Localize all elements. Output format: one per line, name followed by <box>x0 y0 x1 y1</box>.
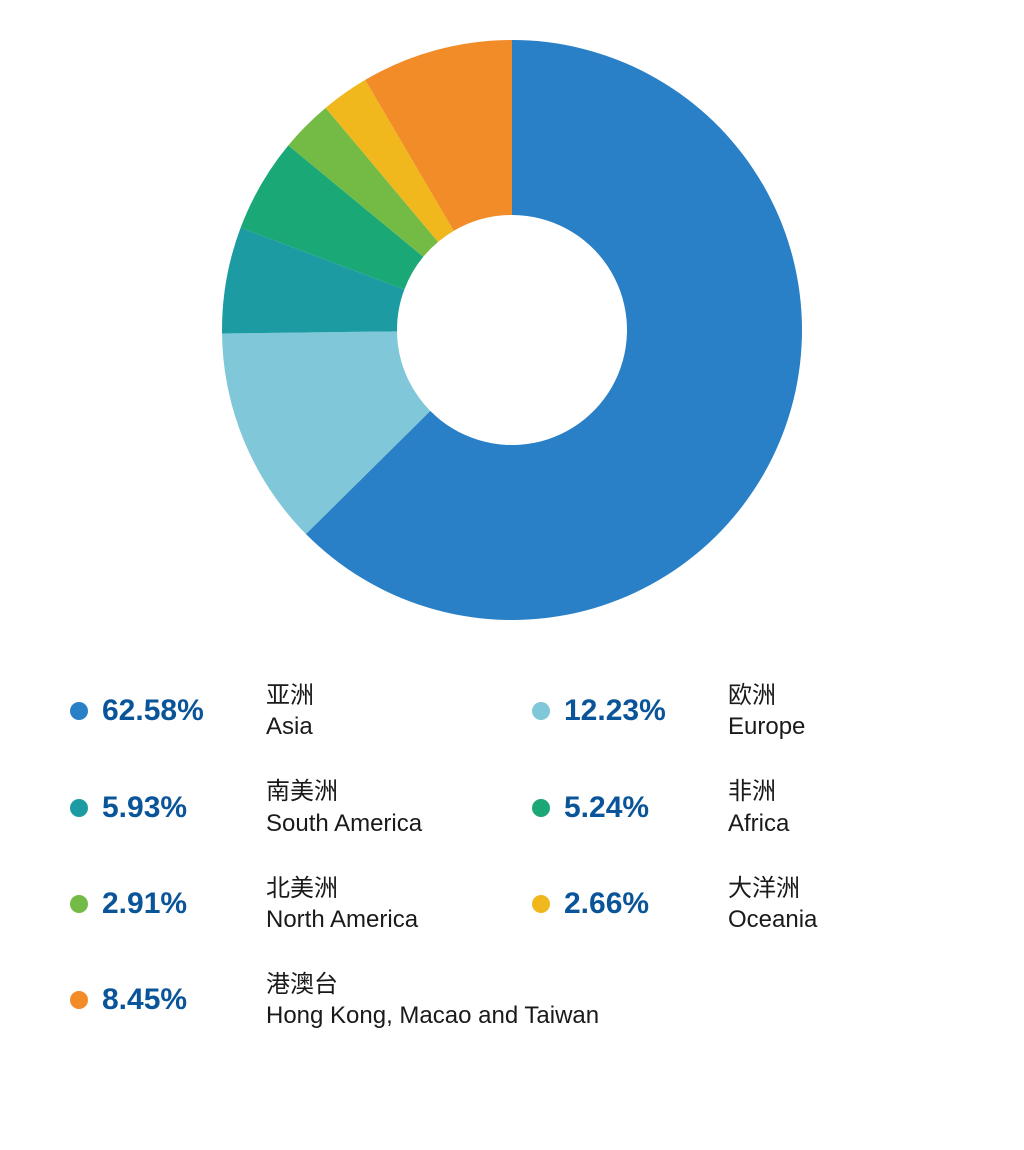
legend-label-cn: 欧洲 <box>728 680 805 711</box>
legend-label-cn: 大洋洲 <box>728 873 817 904</box>
legend-label-en: Africa <box>728 808 789 839</box>
bullet-icon <box>70 895 88 913</box>
legend-label-en: Oceania <box>728 904 817 935</box>
legend-percentage: 62.58% <box>102 694 252 728</box>
legend-percentage: 2.66% <box>564 887 714 921</box>
legend-label-en: South America <box>266 808 422 839</box>
bullet-icon <box>70 799 88 817</box>
legend-label-cn: 南美洲 <box>266 776 422 807</box>
legend-item-europe: 12.23% 欧洲 Europe <box>532 680 954 742</box>
legend-label-en: Asia <box>266 711 314 742</box>
legend-label-en: Europe <box>728 711 805 742</box>
chart-legend: 62.58% 亚洲 Asia 12.23% 欧洲 Europe 5.93% 南美… <box>40 680 984 1032</box>
legend-item-south-america: 5.93% 南美洲 South America <box>70 776 492 838</box>
legend-label-en: North America <box>266 904 418 935</box>
legend-label-en: Hong Kong, Macao and Taiwan <box>266 1000 599 1031</box>
legend-percentage: 2.91% <box>102 887 252 921</box>
legend-item-asia: 62.58% 亚洲 Asia <box>70 680 492 742</box>
legend-label-cn: 亚洲 <box>266 680 314 711</box>
donut-chart-container <box>40 30 984 630</box>
legend-percentage: 8.45% <box>102 983 252 1017</box>
legend-item-hk-macao-taiwan: 8.45% 港澳台 Hong Kong, Macao and Taiwan <box>70 969 954 1031</box>
legend-label-cn: 港澳台 <box>266 969 599 1000</box>
legend-label-cn: 非洲 <box>728 776 789 807</box>
legend-item-africa: 5.24% 非洲 Africa <box>532 776 954 838</box>
legend-percentage: 5.93% <box>102 791 252 825</box>
bullet-icon <box>532 702 550 720</box>
legend-percentage: 5.24% <box>564 791 714 825</box>
legend-percentage: 12.23% <box>564 694 714 728</box>
donut-chart <box>212 30 812 630</box>
legend-item-oceania: 2.66% 大洋洲 Oceania <box>532 873 954 935</box>
bullet-icon <box>532 799 550 817</box>
bullet-icon <box>532 895 550 913</box>
legend-label-cn: 北美洲 <box>266 873 418 904</box>
bullet-icon <box>70 702 88 720</box>
legend-item-north-america: 2.91% 北美洲 North America <box>70 873 492 935</box>
bullet-icon <box>70 991 88 1009</box>
